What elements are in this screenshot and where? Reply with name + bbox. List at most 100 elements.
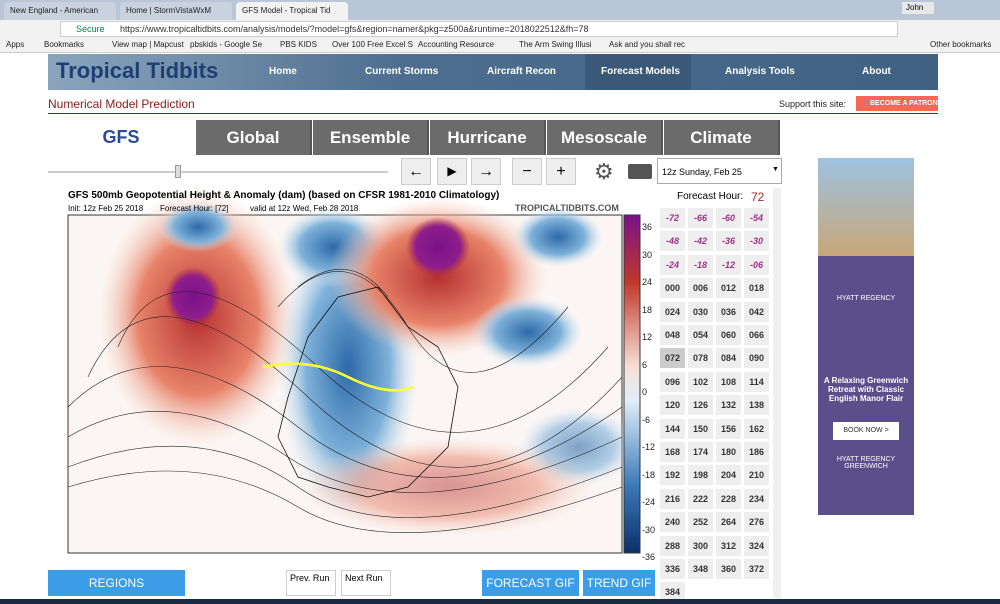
hour-button[interactable]: 138 bbox=[744, 395, 769, 416]
bookmark[interactable]: Apps bbox=[6, 40, 25, 49]
hour-button[interactable]: 060 bbox=[716, 325, 741, 345]
keyboard-icon[interactable] bbox=[628, 164, 652, 179]
bookmark[interactable]: pbskids - Google Se bbox=[190, 40, 263, 49]
hour-button[interactable]: -72 bbox=[660, 208, 685, 228]
bookmark[interactable]: View map | Mapcust bbox=[112, 40, 184, 49]
slider-handle[interactable] bbox=[175, 165, 181, 178]
hour-button[interactable]: 348 bbox=[688, 559, 713, 579]
model-tab[interactable]: Hurricane bbox=[430, 120, 546, 155]
hour-button[interactable]: 192 bbox=[660, 465, 685, 486]
forward-button[interactable]: → bbox=[471, 158, 501, 185]
hour-button[interactable]: 072 bbox=[660, 348, 685, 369]
nav-link[interactable]: Analysis Tools bbox=[725, 66, 795, 77]
hour-button[interactable]: 312 bbox=[716, 535, 741, 556]
slider[interactable] bbox=[48, 171, 388, 173]
url[interactable]: https://www.tropicaltidbits.com/analysis… bbox=[120, 24, 589, 34]
regions-button[interactable]: REGIONS bbox=[48, 570, 185, 596]
hour-button[interactable]: 360 bbox=[716, 559, 741, 579]
prev-run[interactable]: Prev. Run bbox=[286, 570, 336, 596]
play-button[interactable]: ▶ bbox=[437, 158, 467, 185]
hour-button[interactable]: 102 bbox=[688, 371, 713, 392]
hour-button[interactable]: 084 bbox=[716, 348, 741, 369]
hour-button[interactable]: -48 bbox=[660, 231, 685, 252]
omnibox[interactable] bbox=[60, 21, 898, 37]
bookmark[interactable]: Accounting Resource bbox=[418, 40, 495, 49]
patron-button[interactable]: BECOME A PATRON bbox=[856, 96, 938, 111]
hour-button[interactable]: 012 bbox=[716, 278, 741, 299]
bookmark[interactable]: Bookmarks bbox=[44, 40, 85, 49]
hour-button[interactable]: 324 bbox=[744, 535, 769, 556]
hour-button[interactable]: 096 bbox=[660, 371, 685, 392]
hour-button[interactable]: 024 bbox=[660, 301, 685, 322]
hour-button[interactable]: -36 bbox=[716, 231, 741, 252]
hour-button[interactable]: 108 bbox=[716, 371, 741, 392]
hour-button[interactable]: 162 bbox=[744, 418, 769, 439]
settings-icon[interactable]: ⚙ bbox=[594, 159, 614, 184]
hour-button[interactable]: 264 bbox=[716, 512, 741, 533]
hour-button[interactable]: 240 bbox=[660, 512, 685, 533]
hour-button[interactable]: -24 bbox=[660, 254, 685, 275]
model-tab[interactable]: Mesoscale bbox=[547, 120, 663, 155]
hour-button[interactable]: -12 bbox=[716, 254, 741, 275]
hour-button[interactable]: 234 bbox=[744, 488, 769, 509]
trend-gif[interactable]: TREND GIF bbox=[583, 570, 655, 596]
hour-button[interactable]: 336 bbox=[660, 559, 685, 579]
model-active[interactable]: GFS bbox=[102, 127, 140, 147]
hour-button[interactable]: 222 bbox=[688, 488, 713, 509]
minus-button[interactable]: − bbox=[512, 158, 542, 185]
logo[interactable]: Tropical Tidbits bbox=[56, 58, 219, 83]
hour-button[interactable]: 150 bbox=[688, 418, 713, 439]
hour-button[interactable]: 372 bbox=[744, 559, 769, 579]
model-tab[interactable]: Ensemble bbox=[313, 120, 429, 155]
next-run[interactable]: Next Run bbox=[341, 570, 391, 596]
hour-button[interactable]: -66 bbox=[688, 208, 713, 228]
hour-button[interactable]: 228 bbox=[716, 488, 741, 509]
hour-button[interactable]: 078 bbox=[688, 348, 713, 369]
hour-button[interactable]: 114 bbox=[744, 371, 769, 392]
hour-button[interactable]: 384 bbox=[660, 582, 685, 603]
scrollbar[interactable] bbox=[773, 188, 781, 598]
hour-button[interactable]: 204 bbox=[716, 465, 741, 486]
other-bookmarks[interactable]: Other bookmarks bbox=[930, 40, 992, 49]
hour-button[interactable]: 126 bbox=[688, 395, 713, 416]
user[interactable]: John bbox=[902, 2, 934, 14]
browser-tab[interactable]: Home | StormVistaWxM bbox=[120, 2, 232, 20]
model-tab[interactable]: Climate bbox=[664, 120, 780, 155]
bookmark[interactable]: The Arm Swing Illusi bbox=[519, 40, 592, 49]
nav-link[interactable]: Current Storms bbox=[365, 66, 439, 77]
hour-button[interactable]: -60 bbox=[716, 208, 741, 228]
hour-button[interactable]: 132 bbox=[716, 395, 741, 416]
hour-button[interactable]: 036 bbox=[716, 301, 741, 322]
hour-button[interactable]: 042 bbox=[744, 301, 769, 322]
hour-button[interactable]: 144 bbox=[660, 418, 685, 439]
bookmark[interactable]: PBS KIDS bbox=[280, 40, 317, 49]
ad-cta[interactable]: BOOK NOW > bbox=[833, 422, 899, 440]
hour-button[interactable]: 198 bbox=[688, 465, 713, 486]
hour-button[interactable]: 000 bbox=[660, 278, 685, 299]
hour-button[interactable]: 180 bbox=[716, 442, 741, 462]
bookmark[interactable]: Ask and you shall rec bbox=[609, 40, 686, 49]
back-button[interactable]: ← bbox=[401, 158, 431, 185]
hour-button[interactable]: 018 bbox=[744, 278, 769, 299]
hour-button[interactable]: 156 bbox=[716, 418, 741, 439]
plus-button[interactable]: + bbox=[546, 158, 576, 185]
hour-button[interactable]: 288 bbox=[660, 535, 685, 556]
hour-button[interactable]: 054 bbox=[688, 325, 713, 345]
hour-button[interactable]: 174 bbox=[688, 442, 713, 462]
nav-link[interactable]: About bbox=[862, 66, 891, 77]
run-select[interactable]: 12z Sunday, Feb 25 bbox=[657, 158, 782, 184]
nav-link[interactable]: Forecast Models bbox=[601, 66, 680, 77]
browser-tab[interactable]: GFS Model - Tropical Tid bbox=[236, 2, 348, 20]
hour-button[interactable]: 168 bbox=[660, 442, 685, 462]
hour-button[interactable]: 120 bbox=[660, 395, 685, 416]
hour-button[interactable]: 066 bbox=[744, 325, 769, 345]
hour-button[interactable]: 030 bbox=[688, 301, 713, 322]
model-tab[interactable]: Global bbox=[196, 120, 312, 155]
hour-button[interactable]: 090 bbox=[744, 348, 769, 369]
hour-button[interactable]: 210 bbox=[744, 465, 769, 486]
hour-button[interactable]: 252 bbox=[688, 512, 713, 533]
hour-button[interactable]: 276 bbox=[744, 512, 769, 533]
hour-button[interactable]: 216 bbox=[660, 488, 685, 509]
nav-link[interactable]: Aircraft Recon bbox=[487, 66, 556, 77]
hour-button[interactable]: -42 bbox=[688, 231, 713, 252]
